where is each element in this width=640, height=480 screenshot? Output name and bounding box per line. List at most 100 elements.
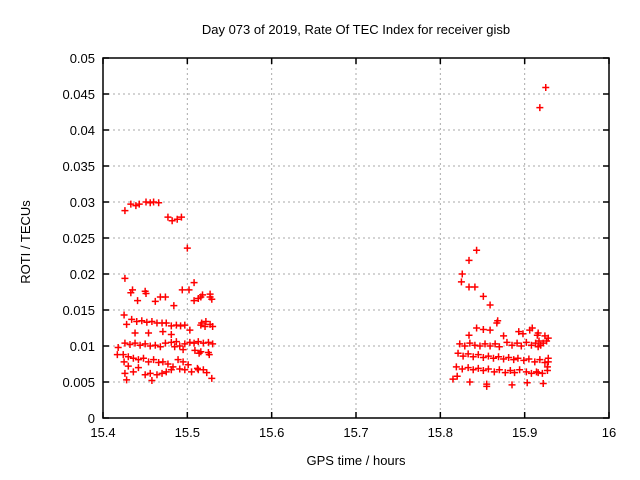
data-point-marker	[190, 297, 198, 305]
data-point-marker	[127, 200, 135, 208]
data-point-marker	[131, 339, 139, 347]
data-point-marker	[126, 341, 134, 349]
data-point-marker	[534, 329, 542, 337]
x-axis-label: GPS time / hours	[307, 453, 406, 468]
y-tick-label: 0.05	[70, 51, 95, 66]
data-point-marker	[179, 346, 187, 354]
data-point-marker	[159, 328, 167, 336]
data-point-marker	[459, 352, 467, 360]
data-point-marker	[500, 332, 508, 340]
data-points-layer	[113, 84, 552, 390]
y-tick-label: 0.045	[62, 87, 95, 102]
data-point-marker	[164, 360, 172, 368]
x-tick-label: 15.8	[428, 425, 453, 440]
data-point-marker	[203, 369, 211, 377]
data-point-marker	[161, 293, 169, 301]
data-point-marker	[466, 378, 474, 386]
data-point-marker	[513, 339, 521, 347]
data-point-marker	[186, 326, 194, 334]
data-point-marker	[131, 329, 139, 337]
data-point-marker	[519, 330, 527, 338]
x-tick-label: 15.6	[259, 425, 284, 440]
data-point-marker	[124, 353, 132, 361]
data-point-marker	[490, 368, 498, 376]
data-point-marker	[139, 354, 147, 362]
data-point-marker	[479, 292, 487, 300]
data-point-marker	[177, 213, 185, 221]
data-point-marker	[174, 356, 182, 364]
data-point-marker	[159, 358, 167, 366]
data-point-marker	[456, 340, 464, 348]
data-point-marker	[495, 353, 503, 361]
data-point-marker	[534, 369, 542, 377]
data-point-marker	[141, 371, 149, 379]
data-point-marker	[158, 369, 166, 377]
data-point-marker	[128, 315, 136, 323]
data-point-marker	[124, 362, 132, 370]
data-point-marker	[479, 366, 487, 374]
data-point-marker	[179, 358, 187, 366]
data-point-marker	[476, 342, 484, 350]
data-point-marker	[156, 343, 164, 351]
data-point-marker	[114, 343, 122, 351]
chart-title: Day 073 of 2019, Rate Of TEC Index for r…	[202, 22, 510, 37]
data-point-marker	[514, 354, 522, 362]
tick-label-layer: 15.4 15.5 15.6 15.7 15.8 15.9 16 0 0.005 0.01 0.01…	[62, 51, 616, 440]
data-point-marker	[522, 338, 530, 346]
data-point-marker	[151, 297, 159, 305]
data-point-marker	[190, 339, 198, 347]
data-point-marker	[516, 366, 524, 374]
y-tick-label: 0.005	[62, 375, 95, 390]
data-point-marker	[129, 368, 137, 376]
data-point-marker	[141, 340, 149, 348]
data-point-marker	[136, 341, 144, 349]
data-point-marker	[151, 341, 159, 349]
data-point-marker	[525, 355, 533, 363]
data-point-marker	[167, 366, 175, 374]
y-axis-label: ROTI / TECUs	[18, 200, 33, 284]
data-point-marker	[121, 369, 129, 377]
data-point-marker	[181, 340, 189, 348]
x-tick-label: 15.5	[175, 425, 200, 440]
data-point-marker	[134, 364, 142, 372]
data-point-marker	[168, 217, 176, 225]
data-point-marker	[466, 339, 474, 347]
data-point-marker	[190, 279, 198, 287]
y-tick-label: 0.025	[62, 231, 95, 246]
data-point-marker	[113, 351, 121, 359]
y-tick-label: 0.035	[62, 159, 95, 174]
data-point-marker	[479, 325, 487, 333]
data-point-marker	[515, 328, 523, 336]
data-point-marker	[474, 364, 482, 372]
data-point-marker	[531, 358, 539, 366]
data-point-marker	[150, 356, 158, 364]
data-point-marker	[464, 350, 472, 358]
data-point-marker	[510, 356, 518, 364]
data-point-marker	[129, 354, 137, 362]
data-point-marker	[209, 323, 217, 331]
data-point-marker	[138, 317, 146, 325]
data-point-marker	[501, 369, 509, 377]
data-point-marker	[193, 364, 201, 372]
data-point-marker	[194, 366, 202, 374]
data-point-marker	[185, 286, 193, 294]
data-point-marker	[503, 338, 511, 346]
grid-layer	[103, 58, 609, 418]
data-point-marker	[469, 366, 477, 374]
data-point-marker	[181, 366, 189, 374]
data-point-marker	[195, 349, 203, 357]
data-point-marker	[511, 369, 519, 377]
data-point-marker	[148, 377, 156, 385]
data-point-marker	[120, 358, 128, 366]
data-point-marker	[544, 358, 552, 366]
y-tick-label: 0	[88, 411, 95, 426]
data-point-marker	[134, 297, 142, 305]
data-point-marker	[481, 340, 489, 348]
data-point-marker	[486, 301, 494, 309]
data-point-marker	[542, 84, 550, 92]
y-tick-label: 0.015	[62, 303, 95, 318]
data-point-marker	[145, 358, 153, 366]
data-point-marker	[526, 326, 534, 334]
data-point-marker	[121, 274, 129, 282]
